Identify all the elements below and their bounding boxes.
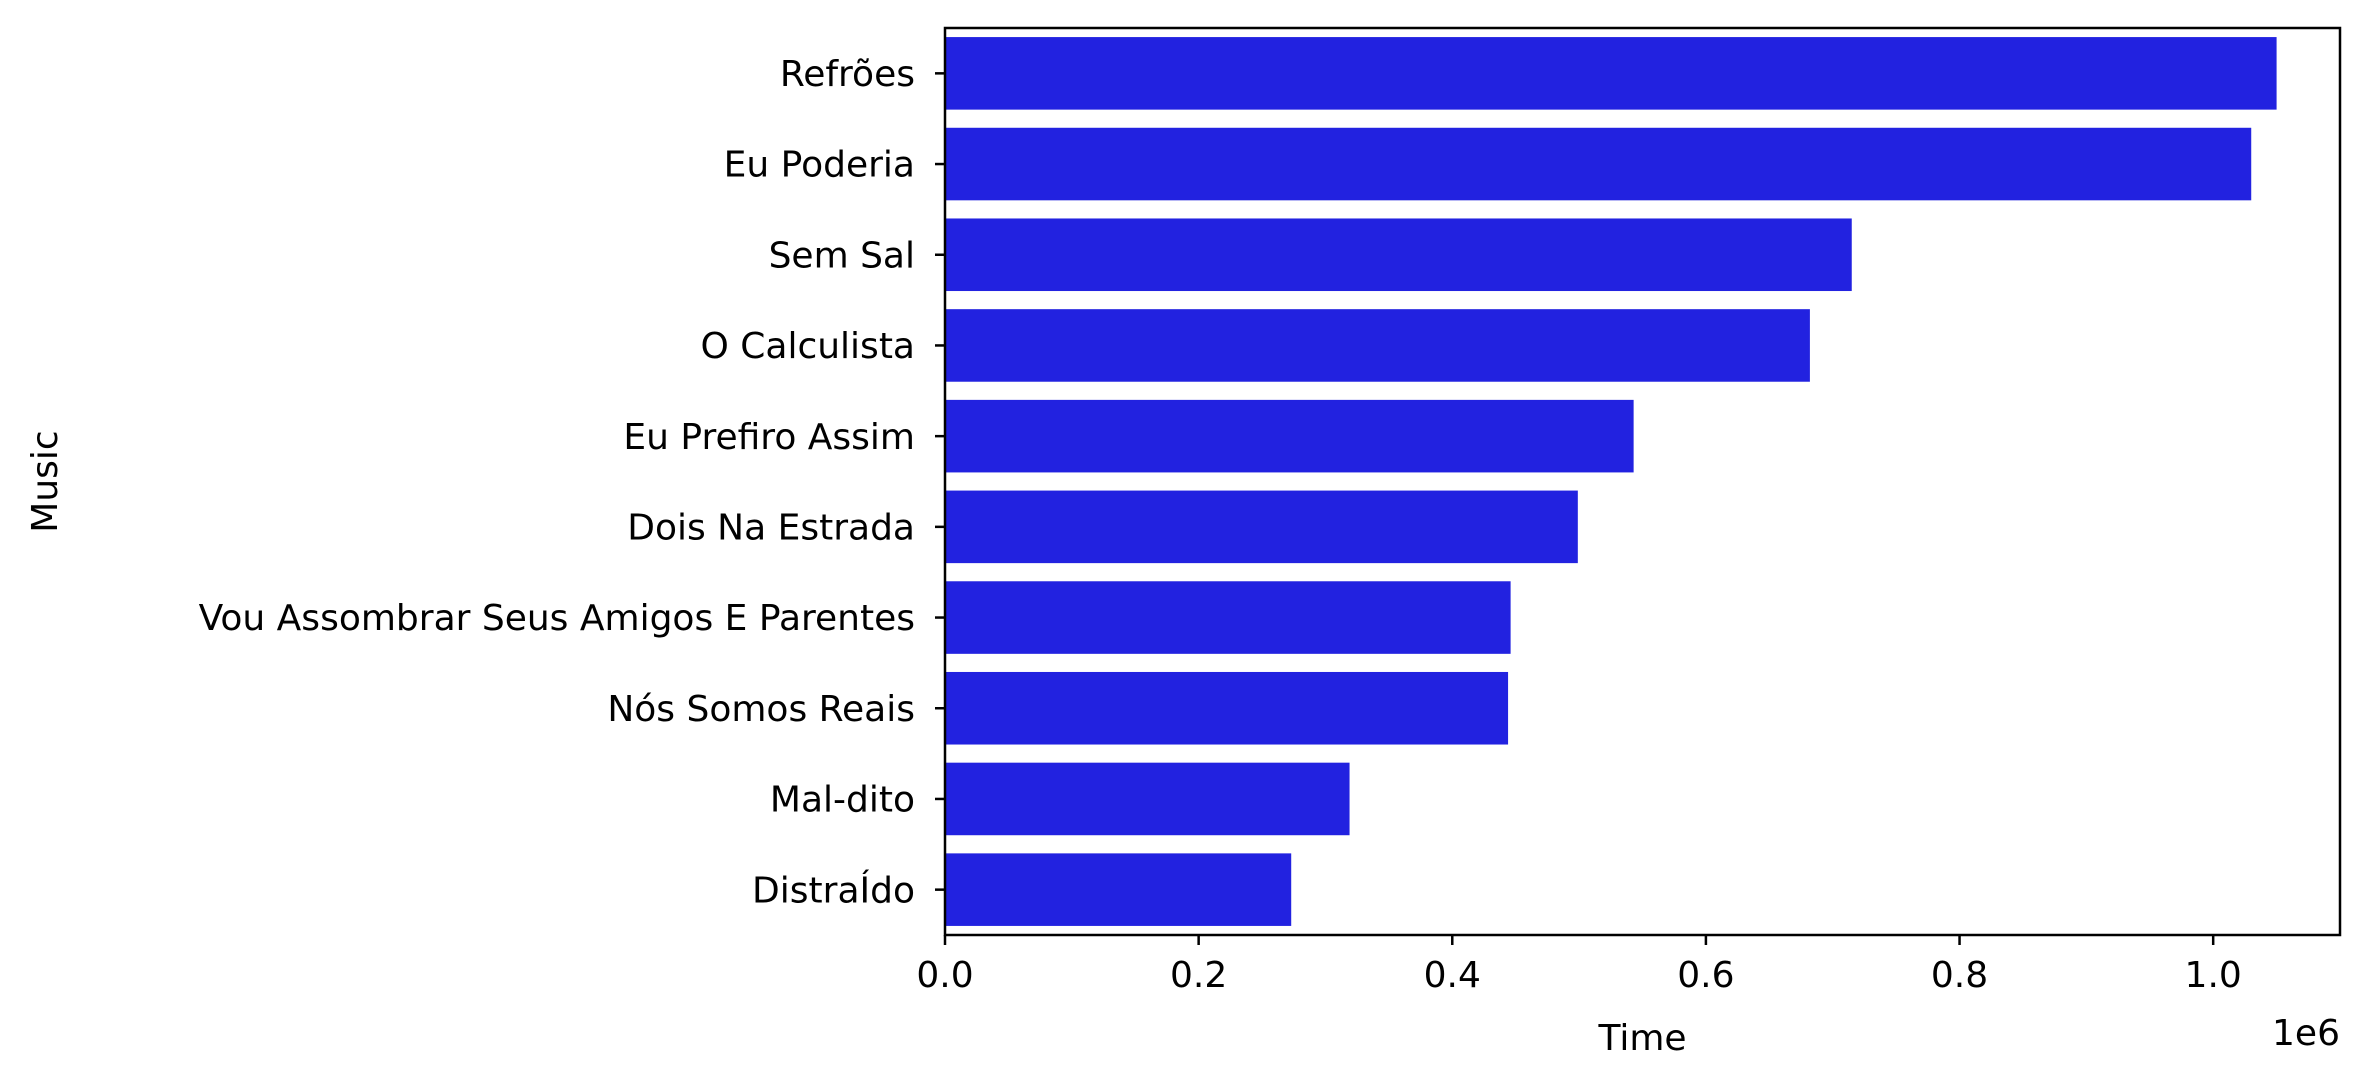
plot-frame [943,26,2342,937]
y-tick-label: Eu Prefiro Assim [623,417,915,458]
bar [945,399,1634,473]
x-tick-label: 0.4 [1424,955,1481,996]
bars-group [945,37,2277,926]
bar [945,309,1810,382]
bar [945,853,1292,926]
y-axis-ticks: Refrões Eu Poderia Sem Sal O Calculista Eu P… [199,54,945,911]
bar [945,581,1511,654]
bar [945,762,1350,836]
y-tick-label: Sem Sal [769,235,915,276]
x-tick-label: 0.0 [916,955,973,996]
y-tick-label: Dois Na Estrada [627,507,915,548]
y-tick-label: Mal-dito [770,780,915,821]
bar [945,127,2252,201]
x-axis-offset-label: 1e6 [2272,1013,2340,1054]
y-tick-label: DistraÍdo [752,869,915,911]
x-tick-label: 0.2 [1170,955,1227,996]
bar [945,490,1578,564]
bar [945,218,1852,292]
x-tick-label: 1.0 [2185,955,2242,996]
y-tick-label: Eu Poderia [724,145,915,186]
x-tick-label: 0.6 [1677,955,1734,996]
bar [945,37,2277,110]
x-axis-title: Time [1597,1018,1686,1059]
x-tick-label: 0.8 [1931,955,1988,996]
y-tick-label: Vou Assombrar Seus Amigos E Parentes [199,598,915,639]
y-tick-label: Refrões [780,54,915,95]
x-axis-ticks: 0.0 0.2 0.4 0.6 0.8 1.0 [916,935,2242,996]
y-tick-label: Nós Somos Reais [607,689,915,730]
y-axis-title: Music [25,430,66,532]
bar [945,671,1509,745]
y-tick-label: O Calculista [700,326,915,367]
